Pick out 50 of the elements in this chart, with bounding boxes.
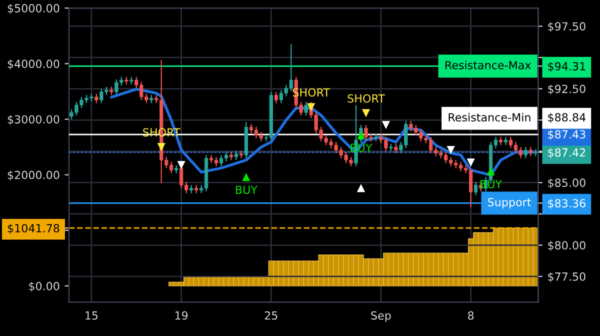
- point: [466, 158, 475, 167]
- x-tick-label: 25: [264, 311, 278, 320]
- candlestick: [524, 146, 528, 159]
- bar: [168, 282, 174, 286]
- text: BUY: [236, 186, 258, 194]
- point: [362, 109, 370, 118]
- candlestick: [528, 146, 533, 157]
- x-tick-label: 8: [468, 311, 474, 320]
- y-tick-label: $3000.00: [8, 114, 60, 126]
- y2-tick-label: $87.42: [548, 148, 585, 158]
- text: $88.84: [548, 112, 586, 124]
- candlestick: [194, 184, 198, 194]
- point: [356, 184, 366, 192]
- candlestick: [234, 150, 238, 161]
- y2-tick-label: $97.50: [548, 22, 586, 32]
- candlestick: [474, 181, 478, 196]
- x-tick-label: Sep: [371, 311, 391, 322]
- y-tick-label: $1041.78: [8, 224, 60, 234]
- ref-line-label: Support: [488, 198, 531, 208]
- candlestick: [274, 91, 278, 104]
- candlestick: [94, 93, 98, 104]
- y2-tick-label: $94.31: [548, 62, 586, 72]
- candlestick: [189, 184, 194, 194]
- x-tick-label: 15: [86, 311, 98, 320]
- legend-label: Resistance-Min: [448, 112, 530, 122]
- candlestick: [239, 150, 244, 159]
- y2-tick-label: $92.50: [548, 84, 586, 95]
- y2-tick-label: $83.36: [548, 198, 586, 209]
- candlestick: [394, 143, 398, 154]
- point: [157, 143, 166, 152]
- x-tick-label: 19: [175, 311, 188, 320]
- y-tick-label: $4000.00: [8, 59, 60, 70]
- point: [446, 146, 455, 154]
- y-tick-label: $5000.00: [8, 4, 60, 14]
- ref-line-label: Resistance-Max: [445, 60, 531, 70]
- point: [177, 161, 186, 170]
- y2-tick-label: $85.00: [548, 178, 586, 188]
- y-tick-label: $2000.00: [8, 170, 60, 181]
- point: [382, 120, 390, 130]
- point: [242, 173, 250, 182]
- text: SHORT: [348, 94, 385, 103]
- text: $87.43: [548, 130, 586, 140]
- point: [486, 167, 495, 176]
- point: [307, 103, 316, 112]
- candlestick: [534, 148, 538, 157]
- y2-tick-label: $80.00: [548, 240, 586, 251]
- candlestick: [304, 101, 308, 116]
- point: [356, 131, 366, 140]
- y2-tick-label: $77.50: [548, 272, 586, 282]
- y-tick-label: $0.00: [29, 282, 60, 292]
